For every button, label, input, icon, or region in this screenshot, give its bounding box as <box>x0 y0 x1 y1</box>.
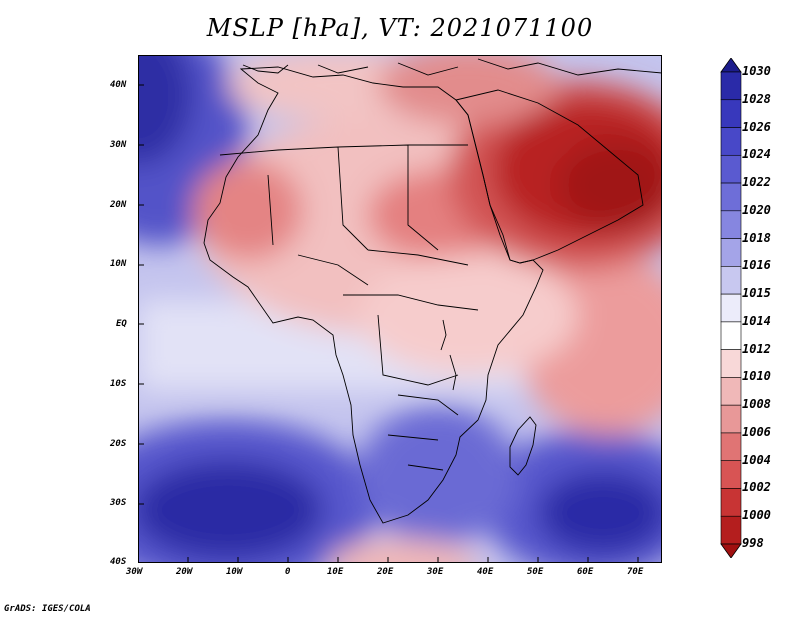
lat-label: 10S <box>110 379 127 389</box>
lon-label: 40E <box>477 567 494 577</box>
lon-label: 30E <box>427 567 444 577</box>
colorbar-bin <box>720 460 742 489</box>
colorbar-label: 1018 <box>742 230 771 245</box>
credit-text: GrADS: IGES/COLA <box>4 604 91 614</box>
colorbar-label: 998 <box>742 536 764 550</box>
lon-label: 70E <box>627 567 644 577</box>
colorbar-label: 1020 <box>742 202 771 217</box>
lon-label: 10W <box>226 567 243 577</box>
colorbar-bin <box>720 349 742 378</box>
pressure-map <box>138 55 662 563</box>
colorbar-bin <box>720 99 742 128</box>
colorbar-end-bottom <box>720 543 742 558</box>
colorbar-bin <box>720 404 742 434</box>
colorbar-bin <box>720 182 742 212</box>
colorbar-label: 1014 <box>742 313 771 328</box>
colorbar-bin <box>720 321 742 350</box>
lon-label: 20W <box>176 567 193 577</box>
lat-label: EQ <box>116 319 127 329</box>
colorbar-bin <box>720 377 742 406</box>
colorbar-bin <box>720 127 742 156</box>
lon-label: 10E <box>327 567 344 577</box>
lat-label: 30N <box>110 140 127 150</box>
lon-label: 60E <box>577 567 594 577</box>
colorbar-label: 1022 <box>742 175 771 190</box>
lon-label: 20E <box>377 567 394 577</box>
colorbar-bin <box>720 238 742 267</box>
colorbar-label: 1012 <box>742 341 771 356</box>
colorbar-end-top <box>720 58 742 73</box>
colorbar-bin <box>720 210 742 239</box>
colorbar-label: 1015 <box>742 286 771 301</box>
colorbar-bin <box>720 293 742 323</box>
map-title: MSLP [hPa], VT: 2021071100 <box>206 14 594 42</box>
colorbar-label: 1030 <box>742 64 771 78</box>
colorbar-bin <box>720 488 742 517</box>
colorbar-bin <box>720 432 742 462</box>
colorbar-label: 1006 <box>742 424 771 439</box>
colorbar-bin <box>720 266 742 295</box>
lat-label: 20N <box>110 200 127 210</box>
colorbar-label: 1028 <box>742 91 771 106</box>
colorbar-label: 1004 <box>742 452 771 467</box>
lat-label: 30S <box>110 498 127 508</box>
colorbar-label: 1008 <box>742 397 771 412</box>
colorbar-label: 1024 <box>742 147 771 162</box>
lon-label: 30W <box>126 567 143 577</box>
lat-label: 40N <box>110 80 127 90</box>
colorbar-label: 1000 <box>742 508 771 523</box>
colorbar <box>720 58 742 558</box>
colorbar-label: 1010 <box>742 369 771 384</box>
colorbar-label: 1016 <box>742 258 771 273</box>
colorbar-label: 1002 <box>742 480 771 495</box>
lat-label: 20S <box>110 439 127 449</box>
colorbar-bin <box>720 515 742 545</box>
colorbar-bin <box>720 71 742 101</box>
lon-label: 0 <box>285 567 291 577</box>
coastline <box>203 58 662 524</box>
colorbar-bin <box>720 154 742 184</box>
colorbar-label: 1026 <box>742 119 771 134</box>
lat-label: 40S <box>110 557 127 567</box>
lon-label: 50E <box>527 567 544 577</box>
lat-label: 10N <box>110 259 127 269</box>
